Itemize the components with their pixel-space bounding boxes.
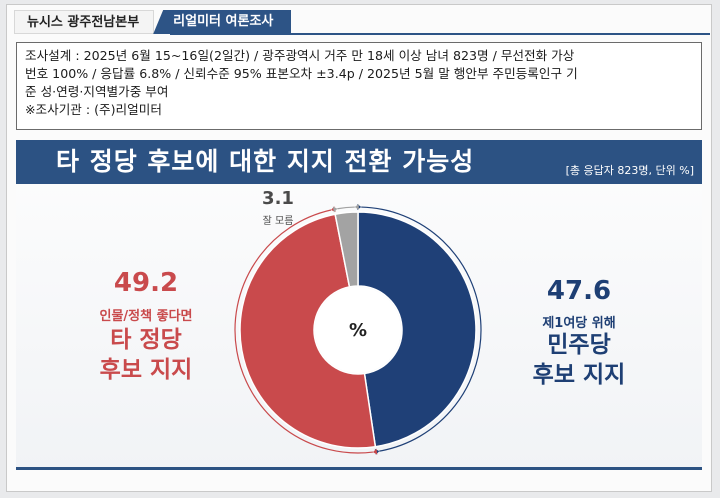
center-label: %	[348, 320, 368, 341]
arc-unknown	[337, 206, 355, 210]
chart-title: 타 정당 후보에 대한 지지 전환 가능성	[56, 147, 475, 176]
slice-label-other-party: 타 정당 후보 지지	[56, 325, 236, 385]
brand-tab: 뉴시스 광주전남본부	[14, 10, 155, 34]
survey-line-1: 조사설계 : 2025년 6월 15~16일(2일간) / 광주광역시 거주 만…	[25, 48, 575, 63]
arc-unknown-arrowhead	[332, 206, 338, 213]
donut-chart	[234, 203, 482, 455]
chart-panel: 타 정당 후보에 대한 지지 전환 가능성 [총 응답자 823명, 단위 %]…	[16, 140, 702, 470]
donut-hole	[315, 287, 401, 373]
slice-label-other-party-line1: 타 정당	[110, 327, 182, 353]
slice-sub-label-democratic: 제1여당 위해	[542, 316, 616, 331]
arc-democratic	[361, 206, 482, 452]
slice-sub-label-other-party: 인물/정책 좋다면	[99, 309, 193, 324]
survey-line-2: 번호 100% / 응답률 6.8% / 신뢰수준 95% 표본오차 ±3.4p…	[25, 66, 578, 81]
slice-label-other-party-line2: 후보 지지	[99, 357, 193, 383]
header-tabs: 뉴시스 광주전남본부 리얼미터 여론조사	[14, 10, 292, 34]
slice-label-democratic: 민주당 후보 지지	[494, 330, 664, 390]
slice-label-democratic-line1: 민주당	[547, 332, 611, 358]
slice-value-label-democratic: 47.6	[546, 276, 612, 306]
unit-note: [총 응답자 823명, 단위 %]	[565, 164, 694, 177]
source-tab: 리얼미터 여론조사	[153, 10, 292, 34]
arc-unknown-arrowhead	[354, 203, 359, 210]
slice-value-label-unknown: 3.1	[262, 188, 294, 209]
donut-slice-democratic	[357, 211, 477, 448]
survey-line-4: ※조사기관 : (주)리얼미터	[25, 102, 162, 117]
donut-slice-other-party	[239, 213, 377, 449]
chart-bottom-rule	[16, 467, 702, 470]
arc-other-party	[234, 209, 373, 454]
slice-sub-label-unknown: 잘 모름	[262, 216, 294, 227]
donut-slice-unknown	[334, 211, 359, 288]
chart-title-bar: 타 정당 후보에 대한 지지 전환 가능성 [총 응답자 823명, 단위 %]	[16, 140, 702, 184]
slice-label-democratic-line2: 후보 지지	[532, 362, 626, 388]
header-divider	[170, 33, 710, 35]
survey-info-box: 조사설계 : 2025년 6월 15~16일(2일간) / 광주광역시 거주 만…	[16, 42, 702, 130]
survey-line-3: 준 성·연령·지역별가중 부여	[25, 84, 169, 99]
arc-other-party-arrowhead	[372, 448, 378, 455]
slice-value-label-other-party: 49.2	[113, 268, 179, 298]
